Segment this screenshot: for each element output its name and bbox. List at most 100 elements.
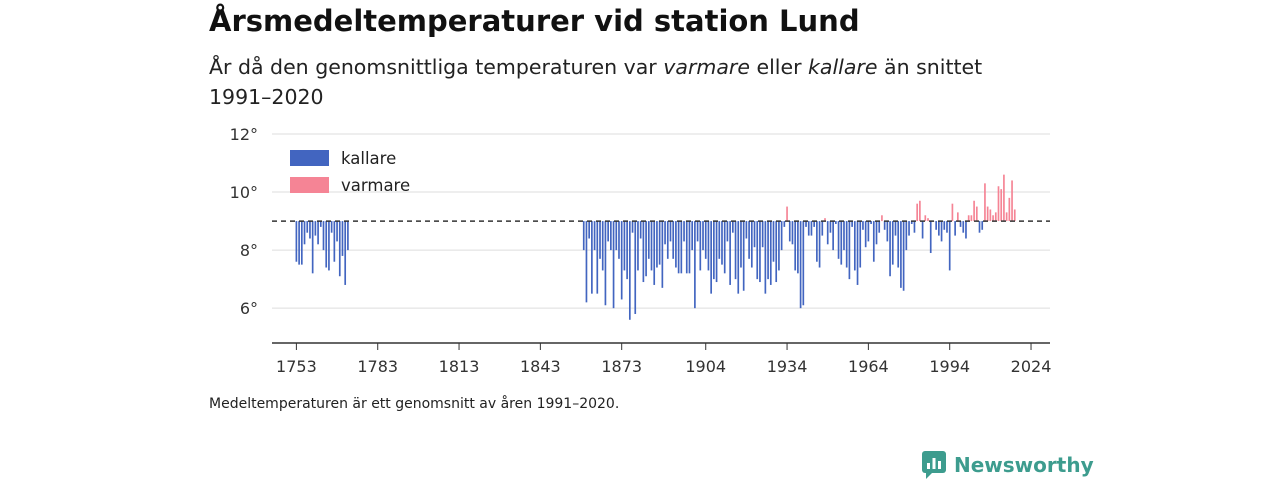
bar [588,221,591,239]
legend-label-varmare: varmare [341,176,410,195]
bar [702,221,704,251]
x-tick-label: 1994 [929,357,970,376]
bar [835,221,837,224]
bar [314,221,317,236]
bar [322,221,325,251]
bar [341,221,344,256]
bar [729,221,731,285]
bar [891,221,894,265]
bar [585,221,588,303]
bar [821,221,824,236]
bar [775,221,778,283]
bar [317,221,319,245]
bar [615,221,618,251]
bar [628,221,631,320]
bar [786,206,788,222]
x-tick-label: 1873 [601,357,642,376]
bar [908,221,910,236]
bar [799,221,802,309]
bar [832,221,834,251]
bar [596,221,599,294]
bar [699,221,702,271]
bar [916,203,919,222]
bar [767,221,769,280]
bar [900,221,902,288]
bar [769,221,772,285]
bar [319,221,322,227]
bar [1013,209,1016,222]
bar [921,221,924,239]
bar [639,221,642,239]
subtitle-cold-word: kallare [808,55,878,79]
bar [713,221,715,280]
bar [298,221,300,265]
bar [962,221,965,233]
bar [675,221,677,268]
bar [970,215,973,222]
bar [902,221,905,291]
bar [929,221,932,254]
bar [742,221,745,291]
bar [1011,180,1013,222]
bar [696,221,699,242]
brand-logo: Newsworthy [922,451,1094,479]
bar [618,221,620,259]
bar [875,221,878,245]
bar [946,221,948,233]
bar [951,203,954,222]
bar [886,221,889,242]
bar [764,221,767,294]
bar [965,221,967,239]
y-axis-ticks: 6° 8° 10° 12° [230,125,258,318]
bar [309,221,311,239]
bar [870,221,872,224]
bar [726,221,729,242]
bar [805,221,807,227]
bar [872,221,875,262]
legend-swatch-varmare [290,177,329,193]
bar [669,221,672,242]
bar [330,221,333,233]
bar [954,221,956,236]
bar [612,221,615,309]
bar [994,212,997,222]
bar [338,221,341,277]
bar [797,221,799,274]
bar [637,221,639,271]
bar [734,221,737,280]
bar [1003,174,1005,222]
bar [642,221,645,283]
x-tick-label: 1813 [439,357,480,376]
bar [910,221,913,224]
x-tick-label: 1934 [767,357,808,376]
bar [859,221,862,268]
bar [610,221,612,251]
bar [582,221,585,251]
bar [672,221,675,259]
bar [837,221,840,259]
bar [878,221,881,233]
y-tick-label: 6° [240,299,258,318]
bar [593,221,596,251]
bar [658,221,661,265]
bar-chart: 6°8°10°12° 1753 1783 1813 1843 1873 1904 1934 1… [230,125,1052,376]
y-tick-label: 12° [230,125,258,144]
bar [791,221,794,245]
bar [867,221,870,242]
bar [328,221,330,271]
bar [626,221,628,280]
bar [333,221,336,262]
bar [843,221,845,251]
bar [620,221,623,300]
legend-label-kallare: kallare [341,149,396,168]
bar [666,221,669,259]
x-tick-label: 1904 [685,357,726,376]
x-axis-ticks: 1753 1783 1813 1843 1873 1904 1934 1964 1994 2024 [276,343,1051,376]
bar [807,221,810,236]
bar [750,221,753,268]
bar [715,221,718,283]
bar [829,221,832,233]
bar [935,221,937,230]
bar [664,221,666,245]
bar [862,221,864,230]
